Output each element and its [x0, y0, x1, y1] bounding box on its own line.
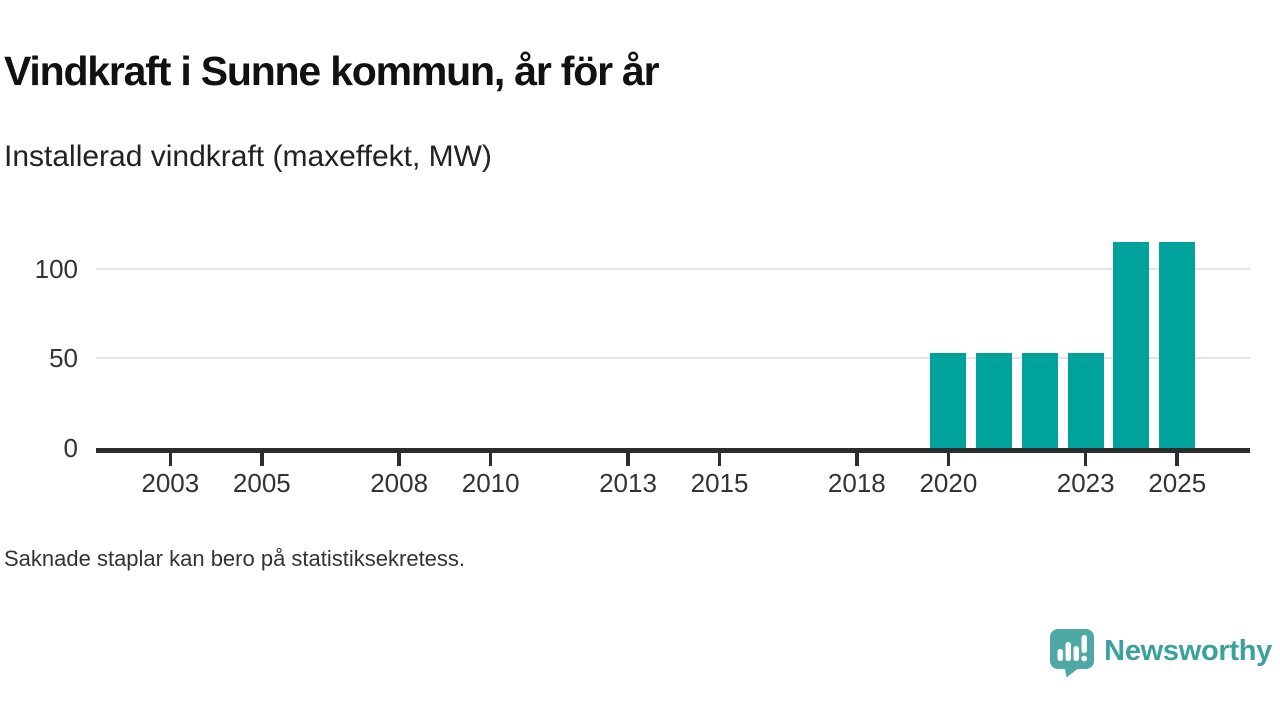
- y-tick-label-0: 0: [63, 433, 78, 463]
- x-tick-mark-2010: [488, 453, 493, 466]
- bar-2024: [1113, 241, 1150, 448]
- newsworthy-speech-bubble-bar-chart-icon: [1050, 629, 1095, 678]
- x-tick-mark-2020: [946, 453, 951, 466]
- x-tick-label-2008: 2008: [370, 468, 429, 498]
- bar-2021: [976, 352, 1013, 448]
- chart-subtitle: Installerad vindkraft (maxeffekt, MW): [4, 140, 492, 173]
- x-tick-label-2013: 2013: [599, 468, 657, 498]
- bar-2025: [1159, 241, 1196, 448]
- x-tick-label-2005: 2005: [232, 468, 291, 498]
- x-tick-mark-2008: [397, 453, 401, 466]
- x-tick-label-2020: 2020: [919, 468, 978, 498]
- x-tick-mark-2018: [855, 453, 859, 466]
- newsworthy-logo: Newsworthy: [1049, 628, 1272, 678]
- y-tick-label-100: 100: [34, 253, 78, 284]
- x-tick-mark-2025: [1175, 453, 1179, 466]
- x-tick-label-2015: 2015: [690, 468, 749, 498]
- x-tick-label-2010: 2010: [461, 468, 520, 498]
- y-tick-label-50: 50: [49, 343, 78, 374]
- x-tick-label-2018: 2018: [827, 468, 886, 498]
- footnote: Saknade staplar kan bero på statistiksek…: [4, 546, 466, 571]
- gridline-50: [96, 357, 1250, 360]
- x-tick-label-2025: 2025: [1148, 468, 1207, 498]
- plot-area: [96, 222, 1250, 453]
- newsworthy-logo-text: Newsworthy: [1104, 635, 1272, 667]
- x-tick-mark-2003: [168, 453, 173, 466]
- chart-title: Vindkraft i Sunne kommun, år för år: [4, 48, 660, 94]
- gridline-100: [96, 267, 1250, 270]
- x-tick-mark-2005: [260, 453, 264, 466]
- x-tick-mark-2023: [1083, 453, 1088, 466]
- x-tick-mark-2013: [626, 453, 630, 466]
- bar-2020: [930, 352, 967, 448]
- x-tick-label-2023: 2023: [1056, 468, 1115, 498]
- bar-2023: [1067, 352, 1104, 448]
- bar-2022: [1021, 352, 1058, 448]
- x-tick-label-2003: 2003: [141, 468, 200, 498]
- x-tick-mark-2015: [717, 453, 722, 466]
